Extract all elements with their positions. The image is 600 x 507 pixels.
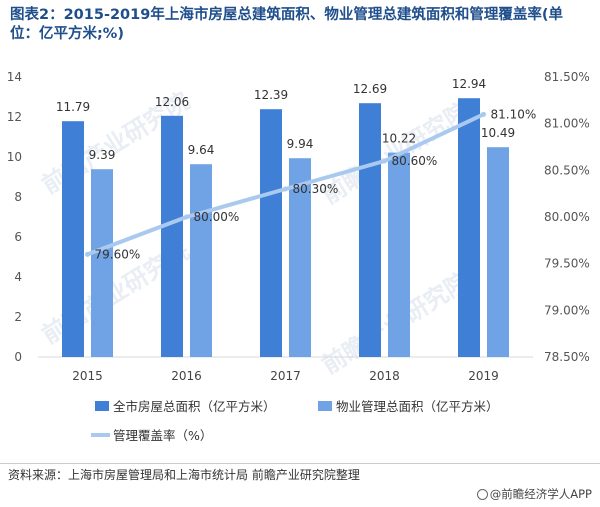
bar-managed-area-label: 10.49	[481, 126, 515, 140]
brand-tag: @前瞻经济学人APP	[476, 486, 592, 502]
bar-managed-area-label: 9.39	[89, 148, 116, 162]
bar-managed-area	[487, 147, 509, 357]
y-tick-label: 14	[7, 70, 22, 84]
y2-tick-label: 81.00%	[544, 117, 590, 131]
bar-managed-area-label: 9.94	[287, 137, 314, 151]
legend-label-managed-area: 物业管理总面积（亿平方米）	[336, 399, 499, 414]
bar-total-area	[161, 115, 183, 357]
bar-total-area-label: 12.94	[452, 77, 486, 91]
y2-tick-label: 79.00%	[544, 303, 590, 317]
bar-total-area	[359, 103, 381, 357]
coverage-label: 79.60%	[95, 247, 141, 261]
legend-label-total-area: 全市房屋总面积（亿平方米）	[113, 399, 276, 414]
x-tick-label: 2016	[171, 369, 202, 383]
y-tick-label: 12	[7, 110, 22, 124]
bar-total-area-label: 11.79	[56, 100, 90, 114]
bar-total-area-label: 12.69	[353, 82, 387, 96]
coverage-point	[283, 186, 288, 192]
source-text: 资料来源：上海市房屋管理局和上海市统计局 前瞻产业研究院整理	[8, 468, 360, 482]
y2-tick-label: 79.50%	[544, 257, 590, 271]
chart-title: 图表2：2015-2019年上海市房屋总建筑面积、物业管理总建筑面积和管理覆盖率…	[10, 7, 563, 42]
coverage-label: 81.10%	[491, 107, 537, 121]
coverage-point	[481, 111, 486, 117]
coverage-label: 80.60%	[392, 154, 438, 168]
x-axis-labels: 2015 2016 2017 2018 2019	[72, 369, 499, 383]
y-tick-label: 2	[14, 310, 22, 324]
y-tick-label: 8	[14, 190, 22, 204]
coverage-label: 80.00%	[194, 210, 240, 224]
y-tick-label: 6	[14, 230, 22, 244]
y-axis-right: 78.50% 79.00% 79.50% 80.00% 80.50% 81.00% 81.5…	[544, 70, 590, 364]
coverage-point	[382, 158, 387, 164]
x-tick-label: 2017	[270, 369, 301, 383]
x-tick-label: 2015	[72, 369, 103, 383]
y-tick-label: 4	[14, 270, 22, 284]
bar-managed-area	[388, 152, 410, 357]
x-tick-label: 2018	[369, 369, 400, 383]
bar-total-area-label: 12.06	[155, 95, 189, 109]
x-tick-label: 2019	[468, 369, 499, 383]
bar-managed-area-label: 9.64	[188, 143, 215, 157]
footer: 资料来源：上海市房屋管理局和上海市统计局 前瞻产业研究院整理 @前瞻经济学人AP…	[0, 464, 600, 507]
footer-divider	[0, 463, 600, 464]
bar-managed-area	[91, 169, 113, 357]
bar-managed-area	[289, 158, 311, 357]
bar-total-area	[458, 98, 480, 357]
series-managed-area: 9.39 9.64 9.94 10.22 10.49	[89, 126, 515, 357]
series-coverage-rate: 79.60% 80.00% 80.30% 80.60% 81.10%	[85, 107, 536, 261]
coverage-point	[184, 214, 189, 220]
y2-tick-label: 81.50%	[544, 70, 590, 84]
y2-tick-label: 80.50%	[544, 163, 590, 177]
bar-total-area	[260, 109, 282, 357]
legend-swatch-managed-area	[318, 401, 332, 411]
y-tick-label: 10	[7, 150, 22, 164]
brand-text: @前瞻经济学人APP	[489, 487, 592, 501]
legend-swatch-total-area	[95, 401, 109, 411]
chart: 前瞻产业研究院前瞻产业研究院前瞻产业研究院前瞻产业研究院 02468101214…	[7, 70, 590, 443]
bar-managed-area-label: 10.22	[382, 132, 416, 146]
bar-managed-area	[190, 164, 212, 357]
coverage-point	[85, 251, 90, 257]
y-tick-label: 0	[14, 350, 22, 364]
series-total-area: 11.79 12.06 12.39 12.69 12.94	[56, 77, 486, 357]
coverage-label: 80.30%	[293, 182, 339, 196]
y-axis-left: 0 2 4 6 8 10 12 14	[7, 70, 22, 364]
legend: 全市房屋总面积（亿平方米） 物业管理总面积（亿平方米） 管理覆盖率（%）	[91, 399, 499, 443]
legend-label-coverage: 管理覆盖率（%）	[113, 428, 212, 443]
brand-logo-icon	[476, 489, 488, 500]
bar-total-area-label: 12.39	[254, 88, 288, 102]
y2-tick-label: 78.50%	[544, 350, 590, 364]
bar-total-area	[62, 121, 84, 357]
y2-tick-label: 80.00%	[544, 210, 590, 224]
